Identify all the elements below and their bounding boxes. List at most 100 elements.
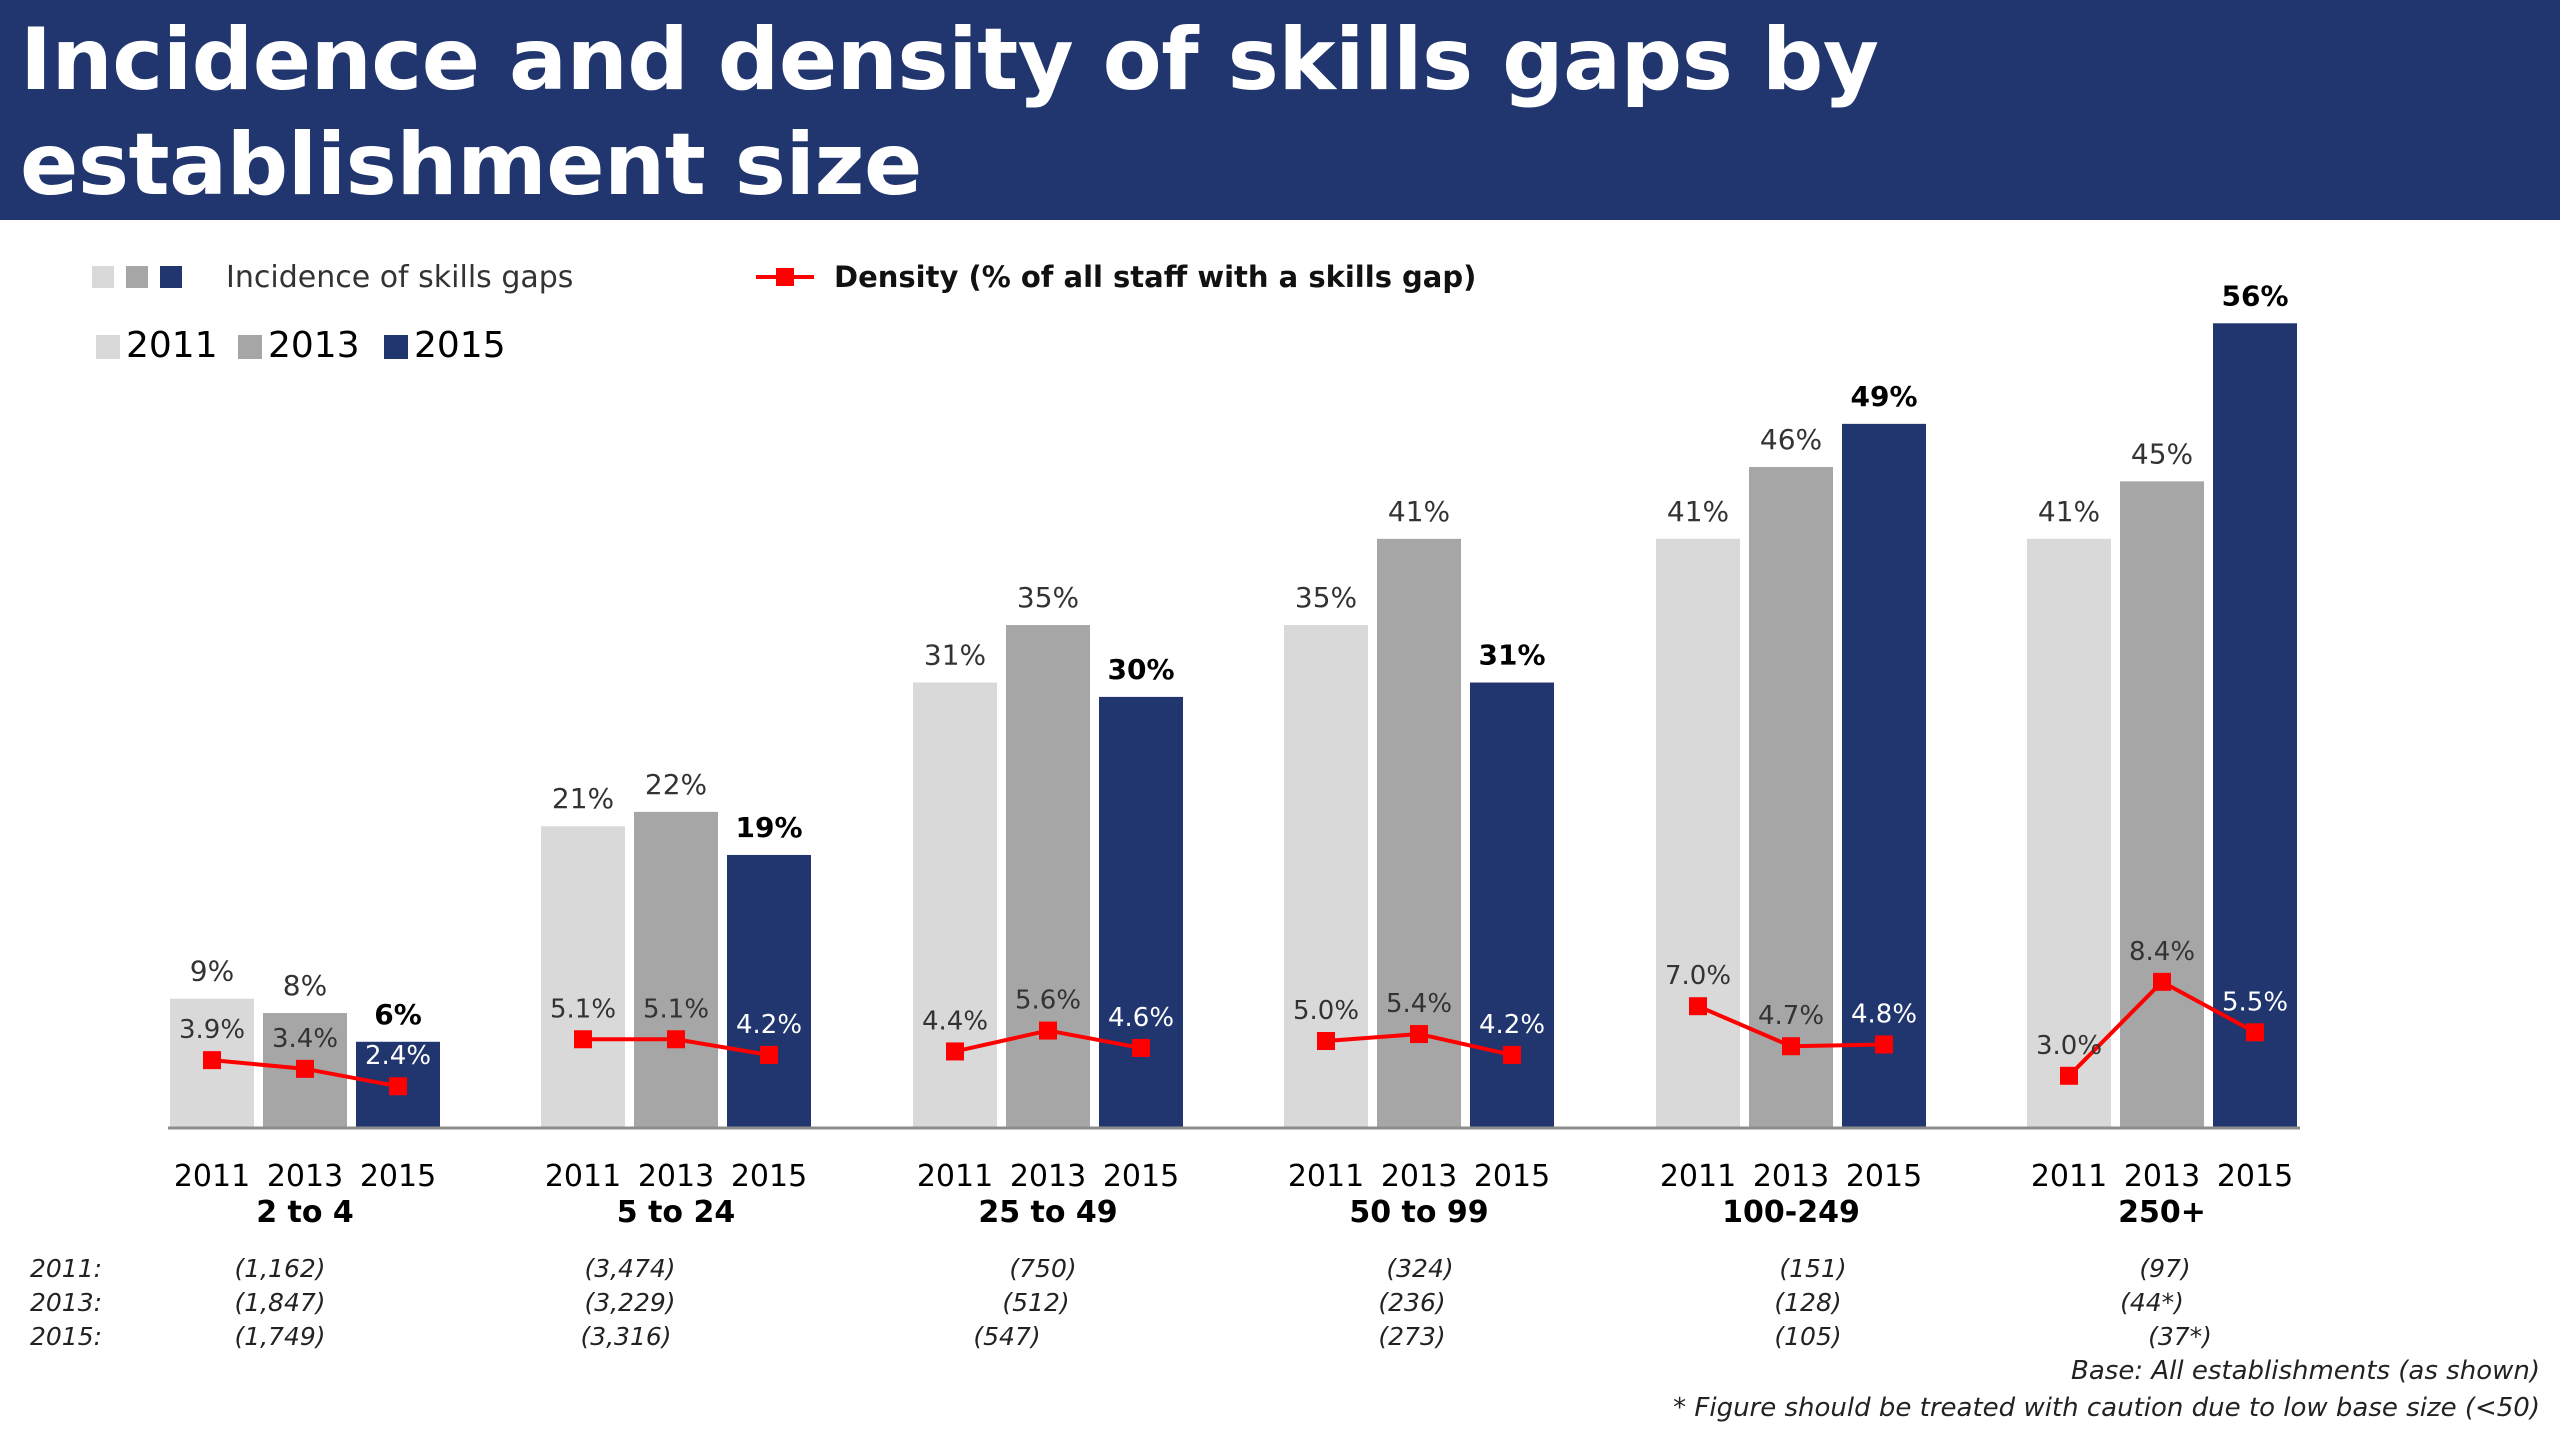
bar-value-label: 19%: [735, 811, 802, 844]
density-marker: [1317, 1032, 1335, 1050]
legend-swatch-2011: [96, 335, 120, 359]
density-marker: [1782, 1037, 1800, 1056]
bar-100-249-2013: [1749, 466, 1833, 1129]
density-value-label: 5.1%: [643, 994, 709, 1024]
x-tick-label: 2015: [2217, 1159, 2293, 1194]
bar-value-label: 9%: [190, 955, 234, 988]
bar-5-to-24-2011: [541, 826, 625, 1128]
base-size-value: (547): [973, 1322, 1040, 1351]
category-label-100-249: 100-249: [1722, 1195, 1860, 1230]
base-row-label: 2015:: [30, 1322, 102, 1351]
bar-250-2015: [2213, 323, 2297, 1128]
caution-note: * Figure should be treated with caution …: [1673, 1393, 2540, 1423]
density-value-label: 4.7%: [1758, 1001, 1824, 1031]
bar-25-to-49-2011: [913, 682, 997, 1128]
density-marker: [1410, 1025, 1428, 1044]
bar-value-label: 31%: [924, 639, 986, 672]
base-size-value: (3,316): [580, 1322, 671, 1351]
bar-value-label: 46%: [1760, 423, 1822, 456]
category-label-25-to-49: 25 to 49: [978, 1195, 1117, 1230]
x-tick-label: 2013: [1381, 1159, 1457, 1194]
density-value-label: 8.4%: [2129, 937, 2195, 967]
bar-value-label: 41%: [2038, 495, 2100, 528]
base-size-value: (128): [1774, 1288, 1841, 1317]
bar-50-to-99-2011: [1284, 625, 1368, 1128]
x-tick-label: 2011: [2031, 1159, 2107, 1194]
title-band: Incidence and density of skills gaps by …: [0, 0, 2560, 220]
bar-value-label: 49%: [1850, 380, 1917, 413]
density-value-label: 7.0%: [1665, 961, 1731, 991]
legend-year-label: 2011: [126, 325, 218, 366]
x-tick-label: 2015: [360, 1159, 436, 1194]
legend-swatch-2015: [384, 335, 408, 359]
base-size-value: (1,847): [234, 1288, 325, 1317]
density-marker: [1503, 1045, 1521, 1064]
x-tick-label: 2011: [174, 1159, 250, 1194]
bar-value-label: 21%: [552, 782, 614, 815]
base-size-value: (105): [1774, 1322, 1841, 1351]
density-marker: [1039, 1021, 1057, 1040]
category-label-250: 250+: [2118, 1195, 2206, 1230]
bar-value-label: 8%: [283, 969, 327, 1002]
density-value-label: 5.4%: [1386, 989, 1452, 1019]
base-size-value: (236): [1378, 1288, 1445, 1317]
legend-swatch-incidence-2013: [126, 266, 148, 288]
x-tick-label: 2015: [1474, 1159, 1550, 1194]
density-marker: [2060, 1066, 2078, 1085]
base-size-value: (97): [2139, 1254, 2190, 1283]
legend-density-marker: [776, 268, 794, 286]
x-tick-label: 2013: [267, 1159, 343, 1194]
legend-year-label: 2015: [414, 325, 506, 366]
category-label-2-to-4: 2 to 4: [256, 1195, 354, 1230]
density-value-label: 3.4%: [272, 1024, 338, 1054]
density-value-label: 5.0%: [1293, 996, 1359, 1026]
base-row-label: 2011:: [30, 1254, 102, 1283]
density-value-label: 3.0%: [2036, 1031, 2102, 1061]
density-marker: [2246, 1023, 2264, 1042]
x-tick-label: 2015: [1846, 1159, 1922, 1194]
bar-value-label: 45%: [2131, 437, 2193, 470]
density-value-label: 5.5%: [2222, 987, 2288, 1017]
density-value-label: 3.9%: [179, 1015, 245, 1045]
base-size-value: (1,749): [234, 1322, 325, 1351]
density-value-label: 4.4%: [922, 1006, 988, 1036]
bar-value-label: 31%: [1478, 639, 1545, 672]
density-marker: [389, 1077, 407, 1096]
legend-incidence-label: Incidence of skills gaps: [226, 260, 573, 295]
x-tick-label: 2015: [1103, 1159, 1179, 1194]
density-value-label: 5.1%: [550, 994, 616, 1024]
density-marker: [946, 1042, 964, 1061]
bar-value-label: 6%: [374, 998, 422, 1031]
bar-250-2013: [2120, 481, 2204, 1129]
density-value-label: 5.6%: [1015, 986, 1081, 1016]
base-size-value: (273): [1378, 1322, 1445, 1351]
density-marker: [1875, 1035, 1893, 1054]
bar-value-label: 30%: [1107, 653, 1174, 686]
density-value-label: 4.2%: [736, 1010, 802, 1040]
x-tick-label: 2015: [731, 1159, 807, 1194]
bar-250-2011: [2027, 538, 2111, 1128]
category-label-50-to-99: 50 to 99: [1349, 1195, 1488, 1230]
bar-100-249-2015: [1842, 423, 1926, 1128]
bar-25-to-49-2013: [1006, 625, 1090, 1128]
bar-100-249-2011: [1656, 538, 1740, 1128]
density-value-label: 4.6%: [1108, 1003, 1174, 1033]
density-value-label: 2.4%: [365, 1041, 431, 1071]
bar-value-label: 35%: [1295, 581, 1357, 614]
bar-value-label: 41%: [1667, 495, 1729, 528]
bar-value-label: 41%: [1388, 495, 1450, 528]
density-marker: [574, 1030, 592, 1049]
page-title: Incidence and density of skills gaps by …: [20, 10, 1879, 215]
base-size-value: (44*): [2120, 1288, 2184, 1317]
base-note: Base: All establishments (as shown): [2071, 1356, 2540, 1386]
bar-value-label: 56%: [2221, 279, 2288, 312]
x-tick-label: 2013: [1753, 1159, 1829, 1194]
density-marker: [203, 1051, 221, 1070]
density-value-label: 4.2%: [1479, 1010, 1545, 1040]
x-tick-label: 2013: [638, 1159, 714, 1194]
density-marker: [296, 1059, 314, 1078]
x-tick-label: 2013: [2124, 1159, 2200, 1194]
density-marker: [1132, 1038, 1150, 1057]
